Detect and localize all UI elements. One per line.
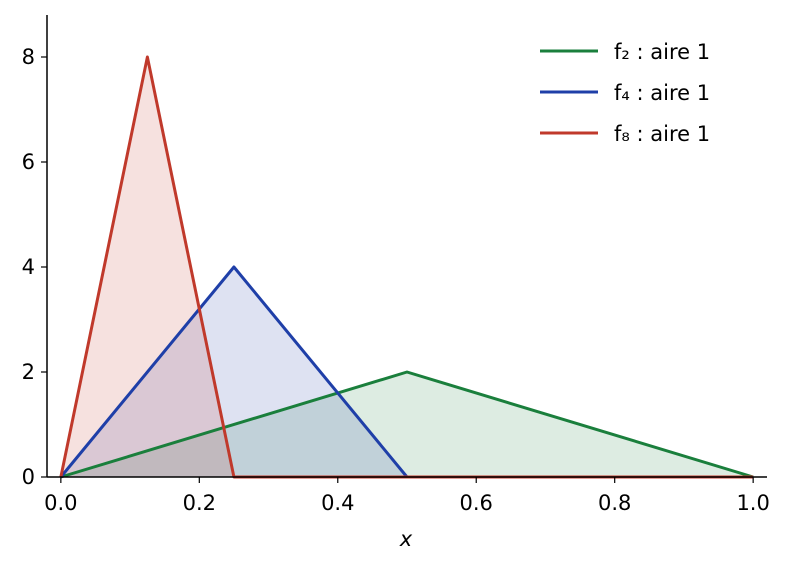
- area: [60, 372, 754, 477]
- x-tick-label: 0.0: [44, 491, 77, 515]
- legend-label: f₄ : aire 1: [614, 81, 710, 105]
- x-tick-label: 0.4: [321, 491, 354, 515]
- y-tick-label: 2: [22, 360, 35, 384]
- legend-label: f₂ : aire 1: [614, 40, 710, 64]
- line: [60, 370, 754, 479]
- x-tick-label: 0.8: [598, 491, 631, 515]
- area: [60, 57, 754, 477]
- legend-label: f₈ : aire 1: [614, 122, 710, 146]
- y-tick-label: 6: [22, 150, 35, 174]
- x-axis-label: x: [399, 527, 413, 551]
- y-tick-label: 0: [22, 465, 35, 489]
- y-tick-label: 4: [22, 255, 35, 279]
- x-tick-label: 1.0: [736, 491, 769, 515]
- x-tick-label: 0.2: [183, 491, 216, 515]
- x-tick-label: 0.6: [460, 491, 493, 515]
- y-tick-label: 8: [22, 45, 35, 69]
